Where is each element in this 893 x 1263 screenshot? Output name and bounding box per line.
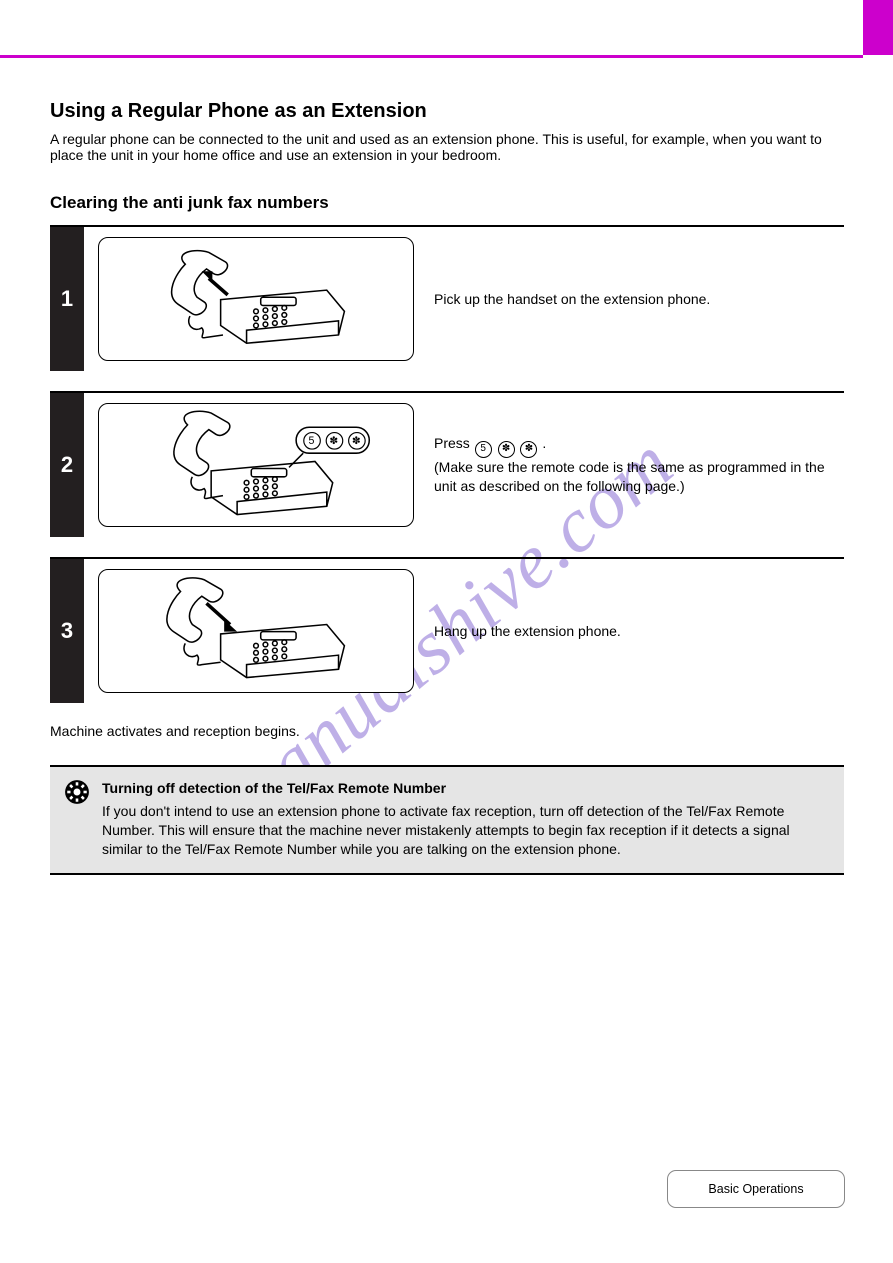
intro-text: A regular phone can be connected to the … <box>50 131 844 163</box>
phone-pickup-icon <box>126 243 386 355</box>
keycap-icon: ✽ <box>347 431 365 449</box>
footer-label: Basic Operations <box>667 1170 845 1208</box>
callout-text: Turning off detection of the Tel/Fax Rem… <box>102 779 830 859</box>
step-body: 5 ✽ ✽ Press 5 ✽ ✽ . (Make sure the remot… <box>84 393 844 537</box>
section-side-tab <box>863 0 893 55</box>
step-instruction: Press 5 ✽ ✽ . (Make sure the remote code… <box>434 434 834 495</box>
callout-body: If you don't intend to use an extension … <box>102 802 830 859</box>
sub-heading: Clearing the anti junk fax numbers <box>50 193 844 213</box>
after-text: Machine activates and reception begins. <box>50 723 844 739</box>
instr-pre-text: Press <box>434 435 474 451</box>
instr-post-text: . (Make sure the remote code is the same… <box>434 435 825 493</box>
callout-header: Turning off detection of the Tel/Fax Rem… <box>102 779 830 798</box>
step-row: 2 <box>50 391 844 537</box>
gear-icon <box>64 779 90 805</box>
step-illustration <box>98 237 414 361</box>
step-row: 1 <box>50 225 844 371</box>
step-instruction: Hang up the extension phone. <box>434 622 621 641</box>
keycap-icon: 5 <box>303 431 321 449</box>
step-body: Pick up the handset on the extension pho… <box>84 227 844 371</box>
step-illustration <box>98 569 414 693</box>
keycap-icon: ✽ <box>325 431 343 449</box>
top-rule <box>0 55 863 58</box>
keycap-icon: ✽ <box>498 441 515 458</box>
step-number: 3 <box>50 559 84 703</box>
phone-hangup-icon <box>126 575 386 687</box>
callout-box: Turning off detection of the Tel/Fax Rem… <box>50 765 844 875</box>
step-instruction: Pick up the handset on the extension pho… <box>434 290 710 309</box>
step-body: Hang up the extension phone. <box>84 559 844 703</box>
keycap-icon: 5 <box>475 441 492 458</box>
step-number: 2 <box>50 393 84 537</box>
section-title: Using a Regular Phone as an Extension <box>50 100 844 123</box>
step-illustration: 5 ✽ ✽ <box>98 403 414 527</box>
phone-keypress-icon: 5 ✽ ✽ <box>111 406 401 524</box>
keycap-icon: ✽ <box>520 441 537 458</box>
step-number: 1 <box>50 227 84 371</box>
page-content: Using a Regular Phone as an Extension A … <box>50 100 844 875</box>
step-row: 3 <box>50 557 844 703</box>
